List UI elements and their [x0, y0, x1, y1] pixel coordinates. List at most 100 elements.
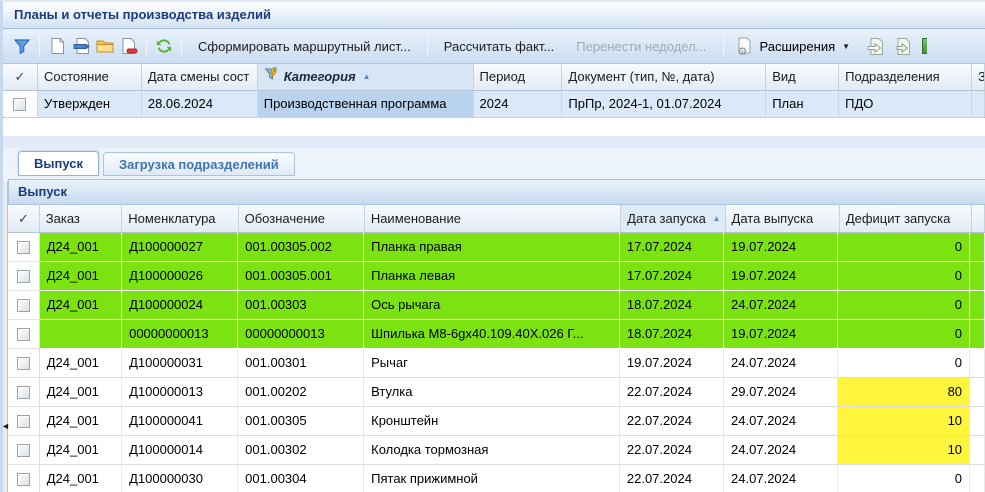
cell-order[interactable]: Д24_001 [39, 349, 123, 378]
cell-nomenclature[interactable]: Д100000014 [122, 436, 239, 465]
cell-designation[interactable]: 00000000013 [238, 320, 365, 349]
export-document-button[interactable] [864, 33, 888, 59]
cell-launch-deficit[interactable]: 10 [838, 407, 971, 436]
cell-order[interactable]: Д24_001 [39, 378, 123, 407]
cell-launch-date[interactable]: 18.07.2024 [619, 291, 725, 320]
cell-departments[interactable]: ПДО [839, 91, 972, 117]
cell-launch-deficit[interactable]: 0 [838, 233, 971, 262]
cell-launch-deficit[interactable]: 0 [838, 465, 971, 492]
cell-order[interactable]: Д24_001 [39, 407, 123, 436]
row-checkbox-cell[interactable] [8, 349, 40, 378]
column-header-kind[interactable]: Вид [766, 64, 840, 90]
cell-name[interactable]: Рычаг [364, 349, 620, 378]
table-row[interactable]: Д24_001 Д100000024 001.00303 Ось рычага … [8, 291, 985, 320]
select-all-header[interactable]: ✓ [3, 64, 38, 90]
cell-period[interactable]: 2024 [474, 91, 563, 117]
cell-nomenclature[interactable]: Д100000026 [122, 262, 239, 291]
generate-route-list-button[interactable]: Сформировать маршрутный лист... [198, 38, 411, 54]
column-header-release-date[interactable]: Дата выпуска [726, 205, 840, 232]
cell-release-date[interactable]: 24.07.2024 [724, 349, 839, 378]
cell-launch-date[interactable]: 17.07.2024 [619, 233, 725, 262]
row-checkbox[interactable] [16, 270, 30, 284]
cell-state[interactable]: Утвержден [38, 91, 142, 117]
collapse-left-arrow-icon[interactable]: ◄ [1, 421, 10, 431]
edit-document-button[interactable] [69, 33, 93, 59]
row-checkbox-cell[interactable] [8, 407, 40, 436]
cell-launch-deficit[interactable]: 0 [838, 320, 971, 349]
column-header-date-changed[interactable]: Дата смены сост [142, 64, 258, 90]
select-all-header[interactable]: ✓ [8, 205, 40, 232]
left-panel-splitter[interactable]: ◄ [1, 181, 10, 492]
cell-launch-date[interactable]: 17.07.2024 [619, 262, 725, 291]
table-row[interactable]: Д24_001 Д100000030 001.00304 Пятак прижи… [8, 465, 985, 492]
row-checkbox[interactable] [16, 328, 30, 342]
cell-document[interactable]: ПрПр, 2024-1, 01.07.2024 [562, 91, 767, 117]
delete-document-button[interactable] [117, 33, 141, 59]
calculate-fact-button[interactable]: Рассчитать факт... [443, 38, 555, 54]
table-row[interactable]: Д24_001 Д100000013 001.00202 Втулка 22.0… [8, 378, 985, 407]
cell-name[interactable]: Ось рычага [364, 291, 620, 320]
cell-name[interactable]: Втулка [364, 378, 620, 407]
tab-output[interactable]: Выпуск [18, 151, 99, 176]
cell-designation[interactable]: 001.00303 [238, 291, 365, 320]
cell-launch-deficit[interactable]: 0 [838, 291, 971, 320]
table-row[interactable]: Д24_001 Д100000031 001.00301 Рычаг 19.07… [8, 349, 985, 378]
cell-release-date[interactable]: 19.07.2024 [724, 320, 839, 349]
row-checkbox-cell[interactable] [3, 91, 38, 117]
cell-release-date[interactable]: 24.07.2024 [724, 436, 839, 465]
column-header-state[interactable]: Состояние [38, 64, 142, 90]
cell-release-date[interactable]: 19.07.2024 [724, 233, 839, 262]
cell-date-changed[interactable]: 28.06.2024 [142, 91, 258, 117]
cell-order[interactable]: Д24_001 [39, 291, 123, 320]
cell-name[interactable]: Колодка тормозная [364, 436, 620, 465]
cell-launch-deficit[interactable]: 0 [838, 262, 971, 291]
extensions-button[interactable]: ⚙ Расширения ▼ [729, 33, 859, 59]
row-checkbox[interactable] [16, 473, 30, 487]
column-header-document[interactable]: Документ (тип, №, дата) [562, 64, 767, 90]
table-row[interactable]: Д24_001 Д100000026 001.00305.001 Планка … [8, 262, 985, 291]
column-header-launch-deficit[interactable]: Дефицит запуска [840, 205, 972, 232]
cell-order[interactable]: Д24_001 [39, 436, 123, 465]
cell-name[interactable]: Планка левая [364, 262, 620, 291]
cell-launch-date[interactable]: 22.07.2024 [619, 407, 725, 436]
cell-order[interactable]: Д24_001 [39, 262, 123, 291]
cell-launch-date[interactable]: 19.07.2024 [619, 349, 725, 378]
cell-order[interactable]: Д24_001 [39, 233, 123, 262]
column-header-nomenclature[interactable]: Номенклатура [122, 205, 239, 232]
cell-launch-deficit[interactable]: 10 [838, 436, 971, 465]
cell-launch-date[interactable]: 18.07.2024 [619, 320, 725, 349]
cell-name[interactable]: Пятак прижимной [364, 465, 620, 492]
cell-nomenclature[interactable]: Д100000024 [122, 291, 239, 320]
cell-nomenclature[interactable]: 00000000013 [122, 320, 239, 349]
row-checkbox[interactable] [13, 98, 27, 112]
column-header-orders[interactable]: Зак [972, 64, 985, 90]
cell-release-date[interactable]: 24.07.2024 [724, 465, 839, 492]
cell-release-date[interactable]: 24.07.2024 [724, 407, 839, 436]
cell-name[interactable]: Планка правая [364, 233, 620, 262]
cell-nomenclature[interactable]: Д100000013 [122, 378, 239, 407]
table-row[interactable]: Д24_001 Д100000014 001.00302 Колодка тор… [8, 436, 985, 465]
column-header-designation[interactable]: Обозначение [239, 205, 365, 232]
cell-order[interactable]: Д24_001 [39, 465, 123, 492]
cell-launch-deficit[interactable]: 80 [838, 378, 971, 407]
cell-designation[interactable]: 001.00305 [238, 407, 365, 436]
cell-nomenclature[interactable]: Д100000041 [122, 407, 239, 436]
table-row[interactable]: Утвержден 28.06.2024 Производственная пр… [3, 91, 985, 118]
cell-designation[interactable]: 001.00301 [238, 349, 365, 378]
cell-release-date[interactable]: 19.07.2024 [724, 262, 839, 291]
row-checkbox-cell[interactable] [8, 320, 40, 349]
row-checkbox[interactable] [16, 299, 30, 313]
cell-orders[interactable] [972, 91, 985, 117]
column-header-launch-date[interactable]: Дата запуска ▲ [621, 205, 726, 232]
row-checkbox-cell[interactable] [8, 436, 40, 465]
column-header-name[interactable]: Наименование [365, 205, 622, 232]
row-checkbox-cell[interactable] [8, 378, 40, 407]
row-checkbox[interactable] [16, 241, 30, 255]
cell-release-date[interactable]: 29.07.2024 [724, 378, 839, 407]
row-checkbox-cell[interactable] [8, 262, 40, 291]
cell-designation[interactable]: 001.00302 [238, 436, 365, 465]
column-header-category[interactable]: Категория ▲ [257, 64, 474, 90]
cell-designation[interactable]: 001.00304 [238, 465, 365, 492]
cell-nomenclature[interactable]: Д100000030 [122, 465, 239, 492]
cell-launch-date[interactable]: 22.07.2024 [619, 378, 725, 407]
